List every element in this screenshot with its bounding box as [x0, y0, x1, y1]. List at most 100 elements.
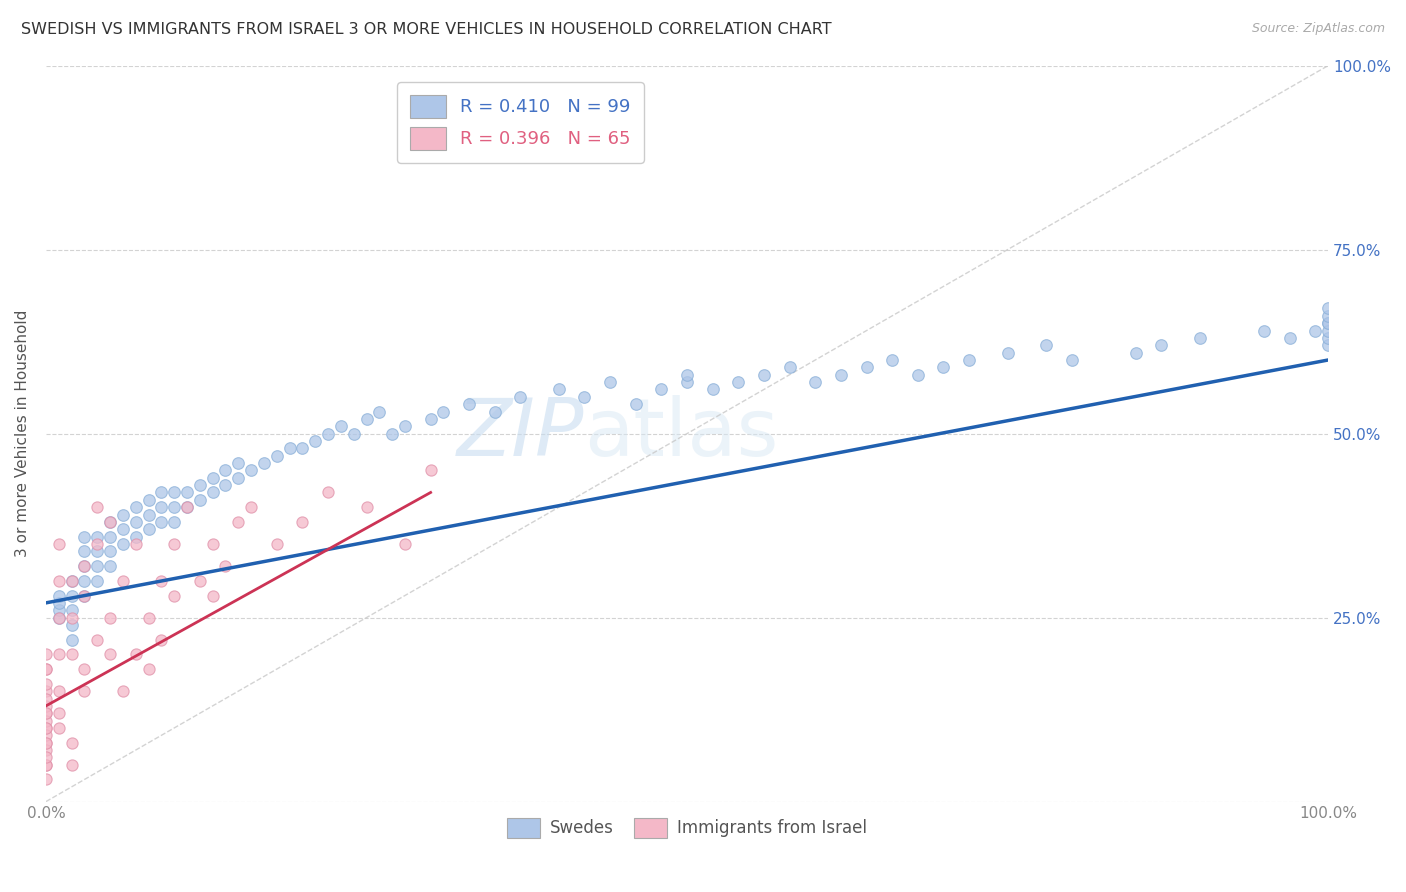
Point — [266, 449, 288, 463]
Point — [35, 743, 58, 757]
Point — [432, 404, 454, 418]
Point — [35, 691, 58, 706]
Point — [111, 508, 134, 522]
Point — [73, 684, 96, 698]
Point — [150, 515, 173, 529]
Point — [650, 383, 672, 397]
Y-axis label: 3 or more Vehicles in Household: 3 or more Vehicles in Household — [15, 310, 30, 558]
Point — [35, 714, 58, 728]
Point — [150, 574, 173, 588]
Text: SWEDISH VS IMMIGRANTS FROM ISRAEL 3 OR MORE VEHICLES IN HOUSEHOLD CORRELATION CH: SWEDISH VS IMMIGRANTS FROM ISRAEL 3 OR M… — [21, 22, 832, 37]
Legend: Swedes, Immigrants from Israel: Swedes, Immigrants from Israel — [501, 811, 875, 845]
Point — [176, 500, 198, 515]
Point — [291, 442, 314, 456]
Point — [702, 383, 724, 397]
Point — [138, 492, 160, 507]
Point — [214, 463, 236, 477]
Point — [125, 537, 148, 551]
Point — [240, 463, 263, 477]
Point — [1188, 331, 1211, 345]
Point — [419, 463, 441, 477]
Point — [882, 353, 904, 368]
Point — [752, 368, 775, 382]
Point — [98, 530, 121, 544]
Point — [176, 500, 198, 515]
Point — [35, 662, 58, 676]
Point — [226, 471, 249, 485]
Point — [394, 419, 416, 434]
Point — [60, 589, 83, 603]
Point — [86, 632, 108, 647]
Point — [188, 574, 211, 588]
Point — [48, 684, 70, 698]
Point — [226, 515, 249, 529]
Point — [35, 757, 58, 772]
Point — [138, 508, 160, 522]
Point — [35, 728, 58, 742]
Point — [35, 662, 58, 676]
Point — [394, 537, 416, 551]
Point — [73, 559, 96, 574]
Point — [48, 574, 70, 588]
Point — [574, 390, 596, 404]
Point — [86, 574, 108, 588]
Point — [1035, 338, 1057, 352]
Point — [226, 456, 249, 470]
Point — [1278, 331, 1301, 345]
Point — [125, 500, 148, 515]
Point — [458, 397, 481, 411]
Point — [163, 485, 186, 500]
Point — [60, 574, 83, 588]
Point — [907, 368, 929, 382]
Point — [163, 589, 186, 603]
Point — [779, 360, 801, 375]
Point — [60, 648, 83, 662]
Point — [547, 383, 569, 397]
Point — [35, 736, 58, 750]
Point — [253, 456, 276, 470]
Point — [1317, 331, 1340, 345]
Point — [138, 610, 160, 624]
Point — [997, 345, 1019, 359]
Point — [1150, 338, 1173, 352]
Point — [111, 574, 134, 588]
Point — [35, 698, 58, 713]
Point — [291, 515, 314, 529]
Point — [163, 537, 186, 551]
Point — [48, 721, 70, 735]
Point — [60, 610, 83, 624]
Point — [98, 544, 121, 558]
Point — [188, 478, 211, 492]
Point — [48, 706, 70, 721]
Point — [201, 589, 224, 603]
Point — [60, 603, 83, 617]
Point — [201, 485, 224, 500]
Point — [316, 426, 339, 441]
Point — [86, 530, 108, 544]
Point — [138, 662, 160, 676]
Point — [125, 648, 148, 662]
Point — [1317, 316, 1340, 330]
Point — [111, 522, 134, 536]
Point — [73, 544, 96, 558]
Point — [1317, 324, 1340, 338]
Point — [1317, 338, 1340, 352]
Point — [932, 360, 955, 375]
Point — [35, 677, 58, 691]
Point — [356, 412, 378, 426]
Text: Source: ZipAtlas.com: Source: ZipAtlas.com — [1251, 22, 1385, 36]
Point — [727, 375, 749, 389]
Point — [214, 478, 236, 492]
Point — [138, 522, 160, 536]
Point — [125, 530, 148, 544]
Point — [35, 648, 58, 662]
Point — [304, 434, 326, 448]
Point — [163, 515, 186, 529]
Point — [1253, 324, 1275, 338]
Point — [125, 515, 148, 529]
Point — [201, 471, 224, 485]
Point — [35, 757, 58, 772]
Point — [150, 485, 173, 500]
Text: ZIP: ZIP — [457, 394, 585, 473]
Point — [201, 537, 224, 551]
